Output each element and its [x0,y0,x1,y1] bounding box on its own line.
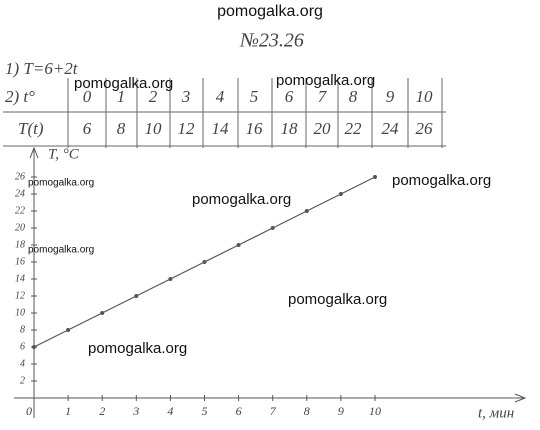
table-cell: 10 [416,87,434,106]
x-tick-label: 2 [99,404,105,418]
x-tick-label: 7 [270,404,277,418]
y-tick-label: 6 [20,341,25,352]
x-tick-label: 3 [132,404,139,418]
table-cell: 24 [382,119,400,138]
x-tick-label: 10 [369,404,381,418]
watermark: pomogalka.org [276,72,375,89]
y-tick-label: 12 [15,290,25,301]
x-tick-label: 5 [202,404,208,418]
y-tick-label: 14 [15,273,25,284]
data-point [100,311,105,315]
table-cell: 5 [250,87,259,106]
data-point [304,209,309,213]
table-cell: 16 [246,119,264,138]
table-cell: 9 [386,87,395,106]
data-point [338,192,343,196]
y-axis-arrow [29,146,39,159]
table-cell: 2 [149,87,158,106]
x-tick-label: 1 [65,404,71,418]
y-tick-label: 26 [15,171,25,182]
y-tick-label: 10 [15,307,25,318]
table-cell: 12 [178,119,196,138]
table-cell: 7 [318,87,328,106]
y-tick-label: 2 [20,375,25,386]
table-cell: 3 [181,87,191,106]
table-cell: 20 [314,119,332,138]
watermark: pomogalka.org [192,191,291,208]
table-cell: 8 [349,87,358,106]
table-cell: 14 [212,119,230,138]
formula: 1) T=6+2t [5,59,79,78]
table-cell: 18 [281,119,299,138]
y-tick-label: 16 [15,256,25,267]
table-cell: 6 [83,119,92,138]
y-tick-label: 18 [15,239,25,250]
watermark: pomogalka.org [88,340,187,357]
table-cell: 2) t° [5,87,35,106]
data-point [202,260,207,264]
table-cell: 1 [117,87,126,106]
table-cell: 6 [285,87,294,106]
table-cell: 22 [345,119,363,138]
watermark: pomogalka.org [288,291,387,308]
watermark: pomogalka.org [28,245,94,256]
watermark: pomogalka.org [217,3,323,20]
table-cell: T(t) [18,119,44,138]
data-point [134,294,139,298]
watermark: pomogalka.org [28,178,94,189]
x-tick-label: 6 [236,404,242,418]
x-tick-label: 0 [26,404,32,418]
y-tick-label: 22 [15,205,25,216]
x-axis-label: t, мин [478,405,514,421]
problem-number: №23.26 [239,30,304,52]
table-cell: 8 [117,119,126,138]
data-point [373,175,377,179]
y-tick-label: 8 [20,324,25,335]
x-tick-label: 4 [167,404,173,418]
table-cell: 4 [216,87,225,106]
y-axis-label: T, °C [48,146,80,162]
x-tick-label: 8 [304,404,310,418]
table-cell: 26 [416,119,434,138]
y-tick-label: 24 [15,188,25,199]
y-tick-label: 4 [20,358,25,369]
x-axis-arrow [514,393,527,403]
x-tick-label: 9 [338,404,344,418]
data-point [168,277,173,281]
data-point [32,345,36,349]
y-tick-label: 20 [15,222,25,233]
data-point [66,328,71,332]
table-cell: 0 [83,87,92,106]
data-point [236,243,241,247]
watermark: pomogalka.org [74,75,173,92]
data-point [270,226,275,230]
table-cell: 10 [145,119,163,138]
watermark: pomogalka.org [392,172,491,189]
